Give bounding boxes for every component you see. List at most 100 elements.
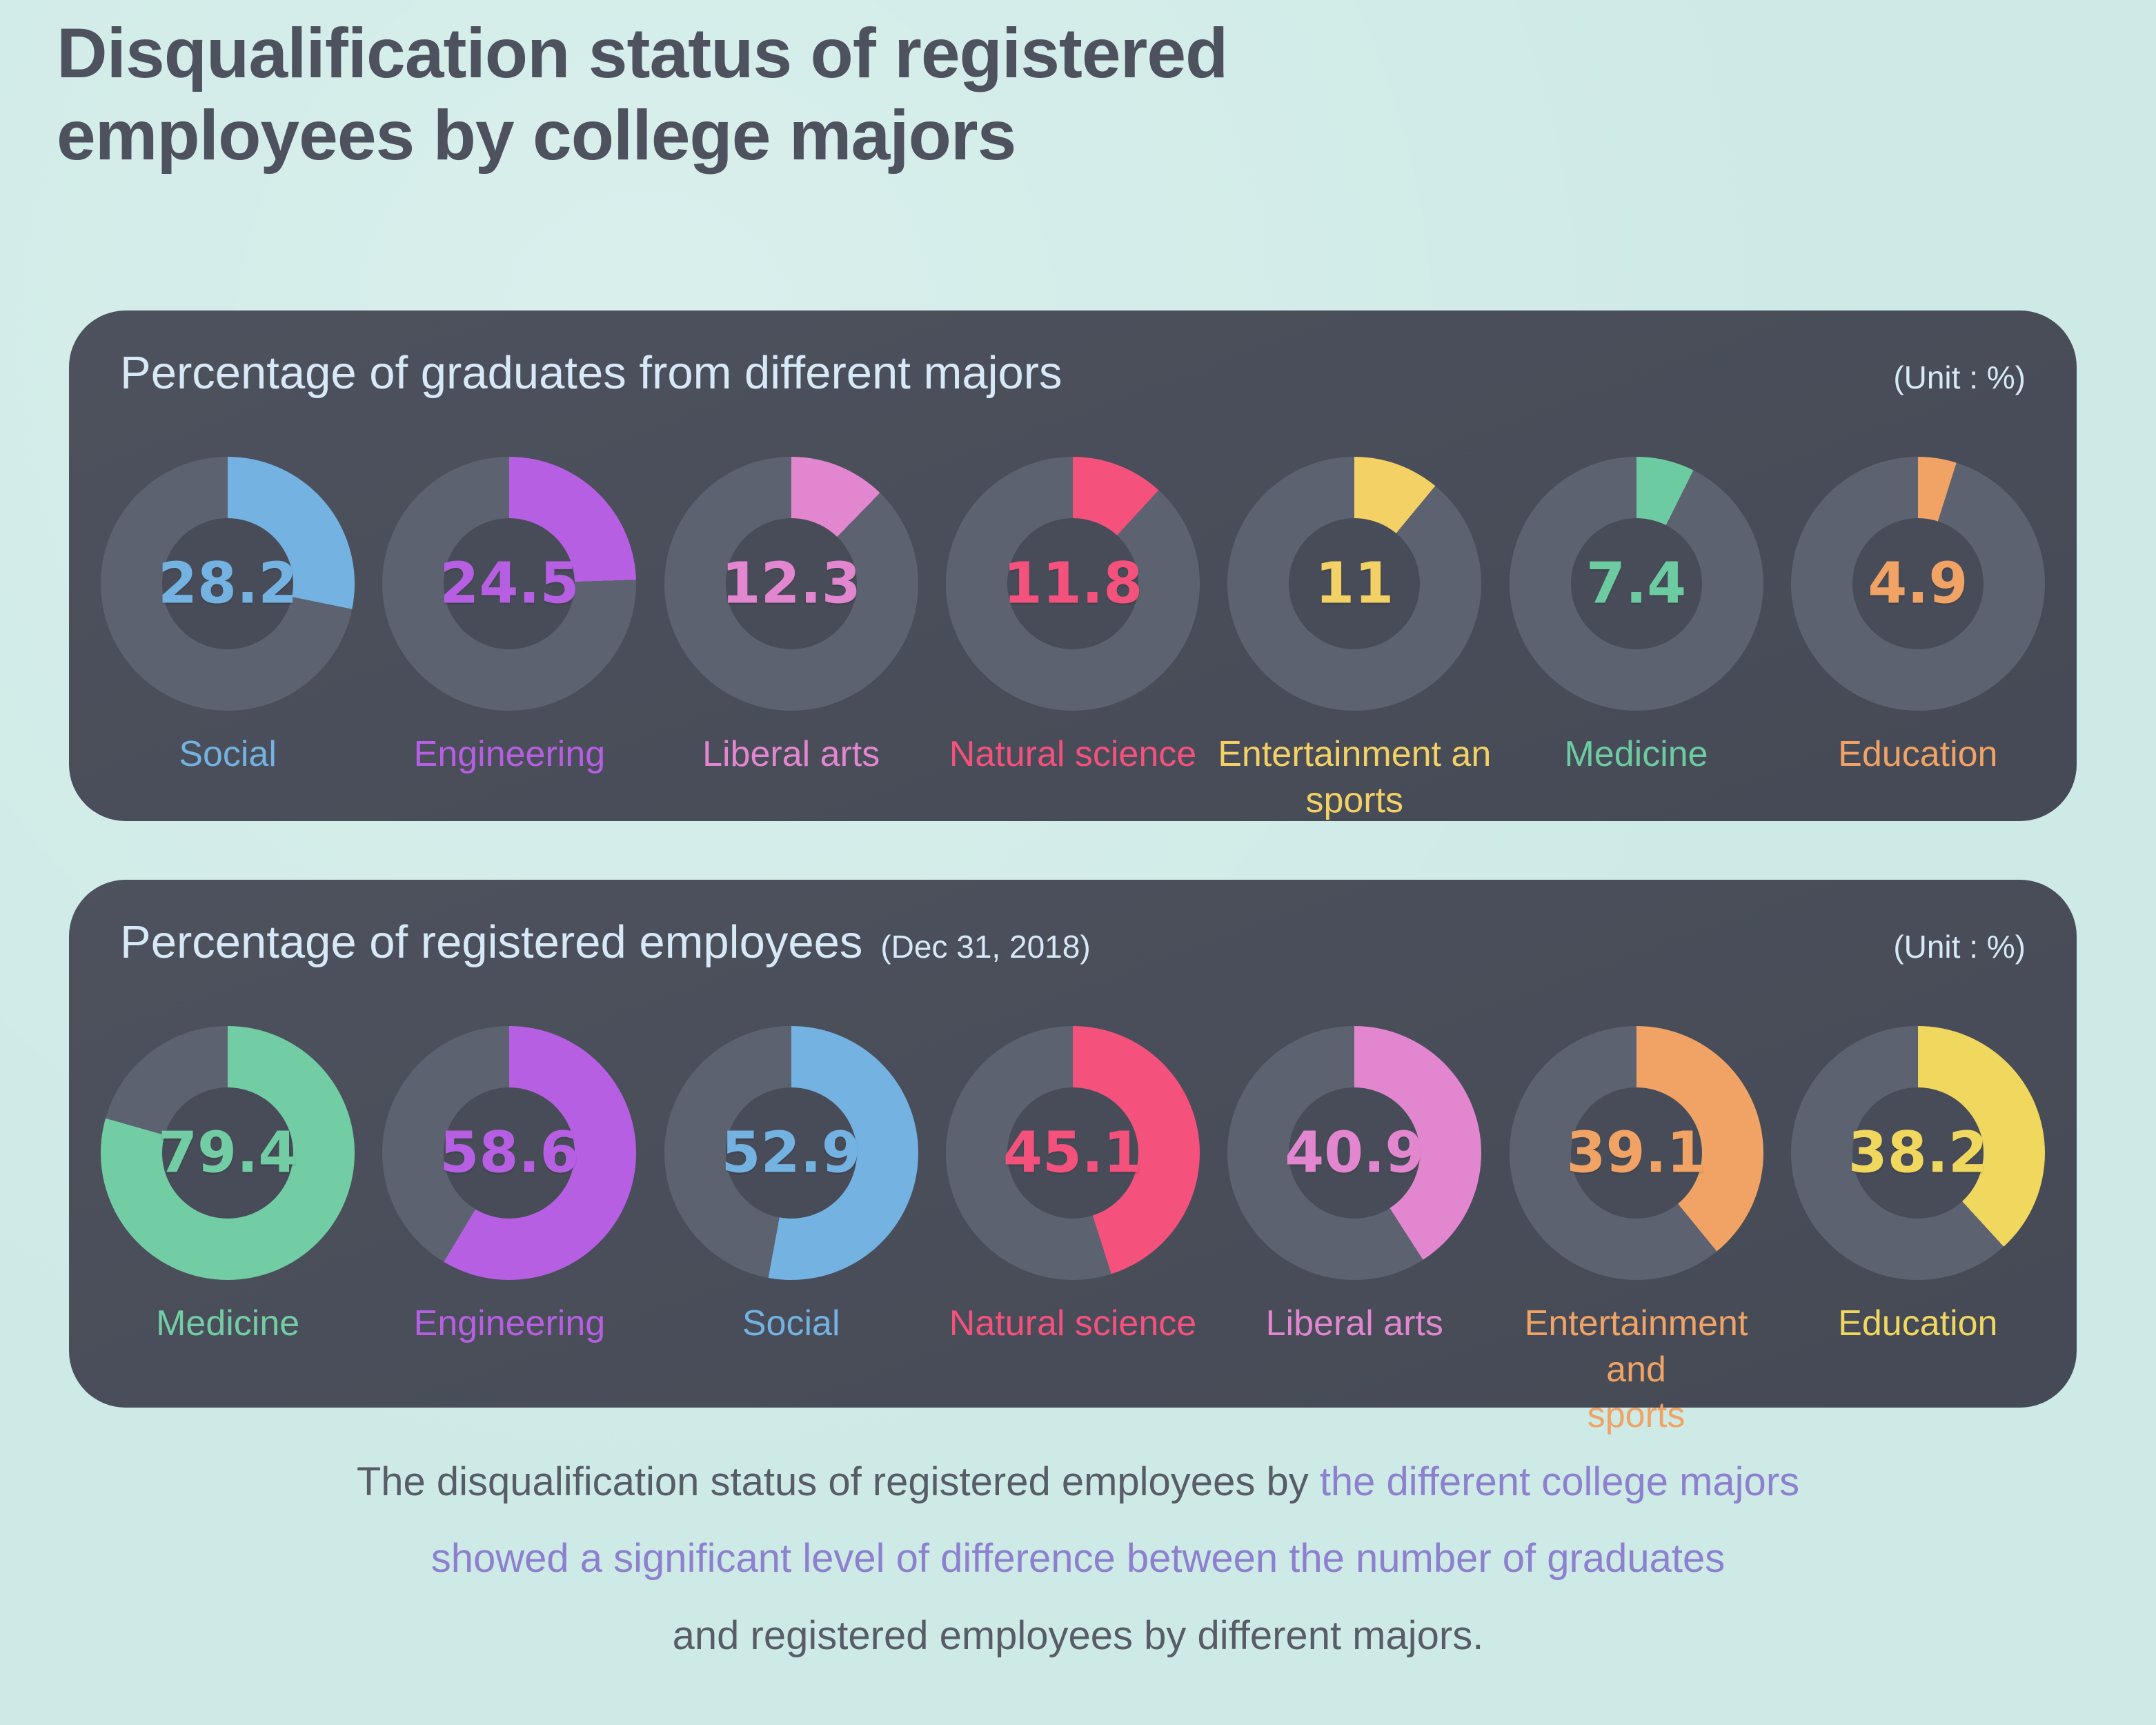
donut-hole [1007, 518, 1138, 649]
donut-label-line: Natural science [949, 734, 1197, 774]
donut-chart-medicine: 79.4 [101, 1026, 355, 1280]
donut-hole [444, 518, 575, 649]
donut-cell-entertainment-an-sports: 11 Entertainment an sports [1214, 457, 1495, 823]
donut-value: 11 [1315, 551, 1394, 617]
donut-label-line: Social [179, 734, 277, 774]
donut-chart-medicine: 7.4 [1509, 457, 1763, 711]
donut-hole [725, 518, 857, 649]
donut-value: 79.4 [157, 1120, 298, 1186]
donut-label: Education [1838, 731, 1997, 778]
donut-label: Entertainment and sports [1495, 1301, 1777, 1439]
donut-hole [444, 1087, 575, 1219]
donut-cell-liberal-arts: 12.3 Liberal arts [651, 457, 932, 823]
donut-label-line: sports [1305, 780, 1404, 820]
donut-chart-natural-science: 11.8 [945, 457, 1200, 711]
donut-label-line: Natural science [949, 1303, 1197, 1343]
donut-label-line: Education [1838, 1303, 1998, 1343]
donut-label: Engineering [414, 731, 606, 778]
registered-panel-heading: Percentage of registered employees [120, 916, 863, 968]
donut-label-line: Engineering [413, 734, 606, 774]
donut-label-line: Engineering [413, 1303, 606, 1343]
donut-value: 11.8 [1002, 551, 1143, 617]
footer-line: showed a significant level of difference… [0, 1520, 2156, 1597]
donut-label-line: Entertainment an [1218, 734, 1492, 774]
graduates-donut-row: 28.2 Social 24.5 Engineering 12.3 Liberal art… [87, 457, 2059, 823]
donut-label-line: Medicine [156, 1303, 300, 1343]
footer-text-accent: the different college majors [1319, 1459, 1800, 1504]
registered-donut-row: 79.4 Medicine 58.6 Engineering 52.9 Social 45.… [87, 1026, 2059, 1439]
registered-panel-unit-label: (Unit : %) [1893, 929, 2026, 965]
donut-value: 4.9 [1868, 551, 1968, 617]
donut-label: Entertainment an sports [1218, 731, 1491, 823]
footer-caption: The disqualification status of registere… [0, 1443, 2156, 1674]
donut-hole [1289, 1087, 1421, 1219]
donut-label-line: sports [1587, 1395, 1685, 1436]
donut-label-line: Social [742, 1303, 840, 1343]
donut-label: Liberal arts [1266, 1301, 1443, 1347]
donut-chart-liberal-arts: 12.3 [664, 457, 918, 711]
donut-chart-liberal-arts: 40.9 [1227, 1026, 1482, 1280]
donut-chart-education: 38.2 [1790, 1026, 2045, 1280]
donut-cell-social: 28.2 Social [87, 457, 368, 823]
footer-text-dark: and registered employees by different ma… [672, 1613, 1484, 1658]
donut-label: Education [1838, 1301, 1997, 1347]
donut-label-line: Liberal arts [1265, 1303, 1443, 1343]
donut-cell-education: 38.2 Education [1777, 1026, 2059, 1439]
donut-hole [1007, 1087, 1138, 1219]
donut-value: 45.1 [1002, 1120, 1143, 1186]
donut-cell-natural-science: 45.1 Natural science [932, 1026, 1214, 1439]
footer-line: The disqualification status of registere… [0, 1443, 2156, 1520]
footer-text-accent: showed a significant level of difference… [431, 1536, 1725, 1581]
footer-text-dark: The disqualification status of registere… [356, 1459, 1320, 1504]
donut-value: 39.1 [1566, 1120, 1706, 1186]
graduates-panel-heading: Percentage of graduates from different m… [120, 347, 1062, 399]
donut-label-line: Liberal arts [702, 734, 880, 774]
graduates-panel-unit-label: (Unit : %) [1893, 359, 2026, 395]
donut-label: Medicine [156, 1301, 299, 1347]
donut-cell-social: 52.9 Social [651, 1026, 932, 1439]
donut-value: 40.9 [1285, 1120, 1425, 1186]
donut-hole [1570, 1087, 1702, 1219]
donut-label: Natural science [949, 731, 1196, 778]
donut-cell-entertainment-and-sports: 39.1 Entertainment and sports [1495, 1026, 1777, 1439]
donut-hole [1570, 518, 1702, 649]
donut-cell-liberal-arts: 40.9 Liberal arts [1214, 1026, 1495, 1439]
page-title: Disqualification status of registered em… [57, 12, 1228, 177]
donut-value: 24.5 [439, 551, 580, 617]
donut-cell-engineering: 24.5 Engineering [368, 457, 650, 823]
donut-label-line: Medicine [1564, 734, 1708, 774]
donut-value: 12.3 [721, 551, 861, 617]
donut-chart-entertainment-and-sports: 39.1 [1509, 1026, 1763, 1280]
donut-hole [1852, 518, 1984, 649]
registered-panel-subheading: (Dec 31, 2018) [880, 929, 1091, 965]
page-title-line-2: employees by college majors [57, 96, 1016, 175]
donut-label-line: Entertainment and [1524, 1303, 1748, 1390]
donut-label: Engineering [414, 1301, 606, 1347]
donut-value: 52.9 [721, 1120, 861, 1186]
donut-value: 7.4 [1585, 551, 1687, 617]
donut-value: 28.2 [157, 551, 298, 617]
donut-label: Social [742, 1301, 840, 1347]
donut-label-line: Education [1838, 734, 1998, 774]
donut-chart-engineering: 58.6 [382, 1026, 637, 1280]
donut-cell-medicine: 7.4 Medicine [1495, 457, 1777, 823]
donut-chart-entertainment-an-sports: 11 [1227, 457, 1482, 711]
registered-employees-panel: Percentage of registered employees (Dec … [69, 880, 2077, 1435]
donut-cell-natural-science: 11.8 Natural science [932, 457, 1214, 823]
donut-hole [162, 1087, 294, 1219]
donut-label: Medicine [1564, 731, 1708, 778]
donut-chart-engineering: 24.5 [382, 457, 637, 711]
donut-label: Natural science [949, 1301, 1196, 1347]
donut-label: Social [179, 731, 277, 778]
donut-hole [1289, 518, 1421, 649]
page-title-line-1: Disqualification status of registered [57, 14, 1228, 92]
footer-line: and registered employees by different ma… [0, 1597, 2156, 1674]
registered-panel-header: Percentage of registered employees (Dec … [120, 916, 2026, 969]
donut-chart-social: 28.2 [101, 457, 355, 711]
donut-value: 58.6 [439, 1120, 580, 1186]
donut-hole [725, 1087, 857, 1219]
donut-cell-education: 4.9 Education [1777, 457, 2059, 823]
donut-chart-social: 52.9 [664, 1026, 918, 1280]
donut-value: 38.2 [1848, 1120, 1988, 1186]
